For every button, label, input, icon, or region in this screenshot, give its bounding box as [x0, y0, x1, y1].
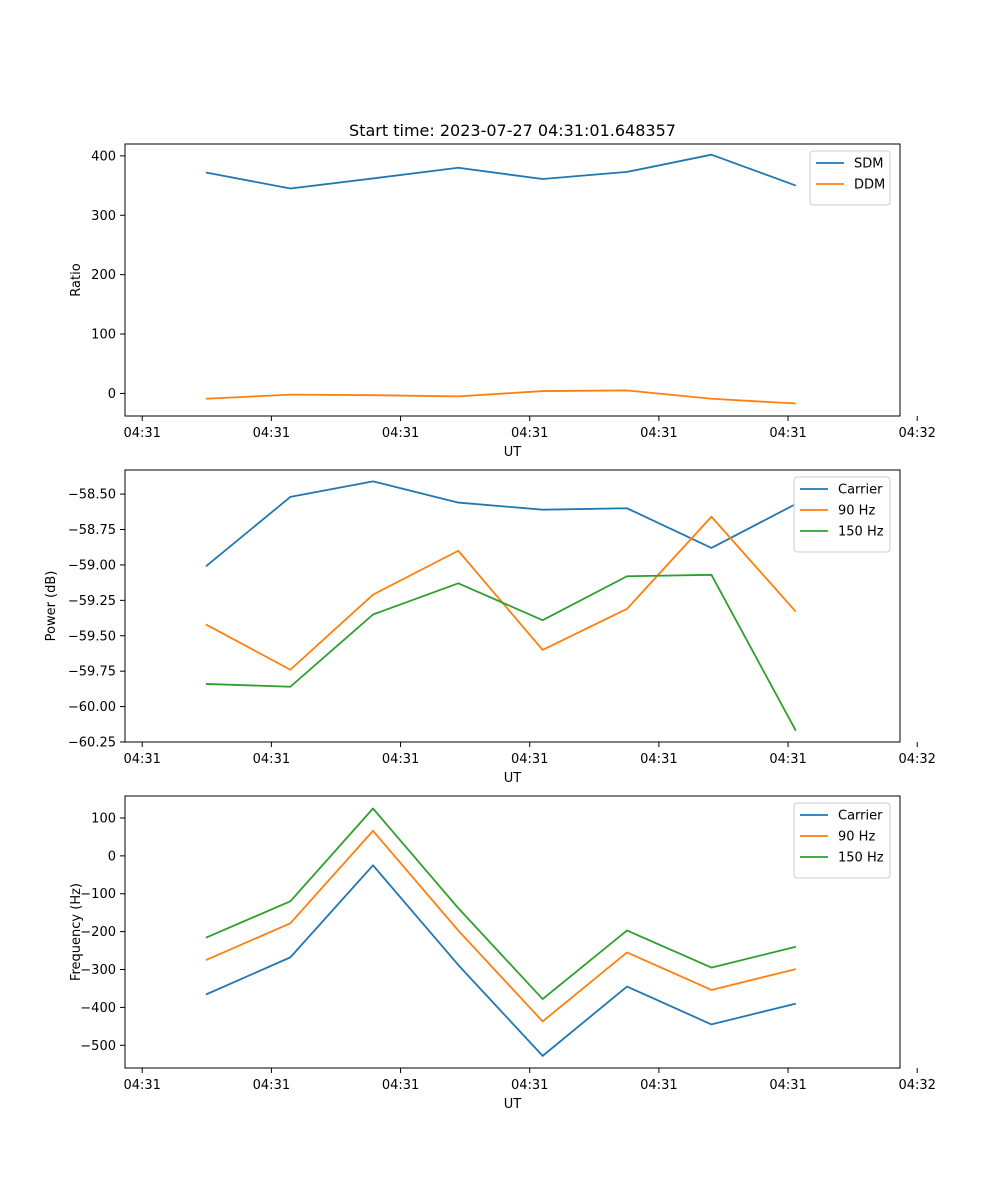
chart-3-xtick-label: 04:31: [511, 1078, 548, 1093]
chart-1-xtick-label: 04:31: [253, 426, 290, 441]
chart-2-xtick-label: 04:31: [253, 752, 290, 767]
chart-1-legend-box: [809, 150, 891, 206]
chart-3: 04:31 04:31 04:31 04:31 04:31 04:31 04:32 100 0 −…: [69, 795, 936, 1112]
chart-1-legend-label: SDM: [854, 157, 883, 172]
chart-3-xlabel: UT: [504, 1097, 522, 1112]
chart-2-ytick-label: −60.00: [68, 700, 116, 715]
chart-3-ytick-label: 100: [91, 811, 116, 826]
chart-2-series-150-hz-line: [205, 573, 797, 732]
chart-3-ytick-label: −500: [80, 1039, 116, 1054]
chart-2-ytick-label: −59.75: [68, 665, 116, 680]
chart-2-legend-label: 90 Hz: [838, 504, 875, 519]
chart-3-xtick-label: 04:31: [769, 1078, 806, 1093]
chart-2-ytick-label: −59.00: [68, 558, 116, 573]
chart-3-legend-label: 90 Hz: [838, 830, 875, 845]
chart-2-ytick-label: −60.25: [68, 736, 116, 751]
chart-2-xtick-label: 04:31: [123, 752, 160, 767]
chart-1-xtick-label: 04:31: [511, 426, 548, 441]
chart-1-xtick-label: 04:32: [898, 426, 935, 441]
chart-1-series-ddm-line: [205, 389, 796, 405]
chart-1-legend-label: DDM: [854, 178, 885, 193]
chart-2-ylabel: Power (dB): [44, 571, 59, 642]
chart-2-legend: Carrier 90 Hz 150 Hz: [793, 476, 891, 553]
chart-2-ytick-label: −59.50: [68, 629, 116, 644]
chart-3-legend-box: [793, 802, 891, 879]
chart-3-xtick-label: 04:31: [253, 1078, 290, 1093]
chart-2-ytick-label: −58.75: [68, 523, 116, 538]
chart-3-ytick-label: −400: [80, 1001, 116, 1016]
chart-2-xtick-label: 04:31: [511, 752, 548, 767]
chart-3-legend-label: Carrier: [838, 809, 883, 824]
chart-1: Start time: 2023-07-27 04:31:01.64835704…: [69, 121, 936, 460]
chart-1-ytick-label: 100: [91, 328, 116, 343]
chart-3-series-90-hz-line: [205, 829, 797, 1023]
chart-2-xlabel: UT: [504, 771, 522, 786]
chart-3-ylabel: Frequency (Hz): [69, 883, 84, 981]
chart-3-legend-label: 150 Hz: [838, 851, 884, 866]
chart-1-axes-frame: [124, 143, 901, 417]
chart-2-xtick-label: 04:31: [769, 752, 806, 767]
chart-1-ytick-label: 200: [91, 268, 116, 283]
chart-2-ytick-label: −58.50: [68, 488, 116, 503]
chart-1-series-sdm-line: [205, 153, 797, 190]
chart-1-ytick-label: 300: [91, 209, 116, 224]
chart-2-ytick-label: −59.25: [68, 594, 116, 609]
chart-2: 04:31 04:31 04:31 04:31 04:31 04:31 04:32 −58.5…: [44, 469, 936, 786]
chart-3-ytick-label: −300: [80, 963, 116, 978]
chart-1-legend: SDM DDM: [809, 150, 891, 206]
chart-1-ytick-label: 400: [91, 149, 116, 164]
chart-3-axes-frame: [124, 795, 901, 1069]
chart-3-xtick-label: 04:31: [382, 1078, 419, 1093]
chart-2-series-carrier-line: [205, 480, 797, 568]
chart-2-legend-label: Carrier: [838, 483, 883, 498]
chart-3-ytick-label: 0: [108, 849, 116, 864]
chart-1-xtick-label: 04:31: [123, 426, 160, 441]
chart-2-xtick-label: 04:31: [382, 752, 419, 767]
chart-3-series-150-hz-line: [205, 807, 797, 1000]
chart-1-xlabel: UT: [504, 445, 522, 460]
chart-3-xtick-label: 04:32: [898, 1078, 935, 1093]
chart-3-xtick-label: 04:31: [640, 1078, 677, 1093]
chart-1-xtick-label: 04:31: [640, 426, 677, 441]
chart-3-ytick-label: −100: [80, 887, 116, 902]
chart-2-xtick-label: 04:31: [640, 752, 677, 767]
chart-3-legend: Carrier 90 Hz 150 Hz: [793, 802, 891, 879]
chart-2-legend-label: 150 Hz: [838, 525, 884, 540]
chart-3-series-carrier-line: [205, 864, 797, 1057]
chart-3-xtick-label: 04:31: [123, 1078, 160, 1093]
chart-1-ytick-label: 0: [108, 387, 116, 402]
chart-2-xtick-label: 04:32: [898, 752, 935, 767]
chart-3-ytick-label: −200: [80, 925, 116, 940]
chart-2-legend-box: [793, 476, 891, 553]
chart-1-title: Start time: 2023-07-27 04:31:01.648357: [349, 121, 676, 140]
chart-1-ylabel: Ratio: [69, 263, 84, 296]
chart-1-xtick-label: 04:31: [382, 426, 419, 441]
chart-1-xtick-label: 04:31: [769, 426, 806, 441]
chart-2-series-90-hz-line: [205, 515, 797, 671]
chart-2-axes-frame: [124, 469, 901, 743]
